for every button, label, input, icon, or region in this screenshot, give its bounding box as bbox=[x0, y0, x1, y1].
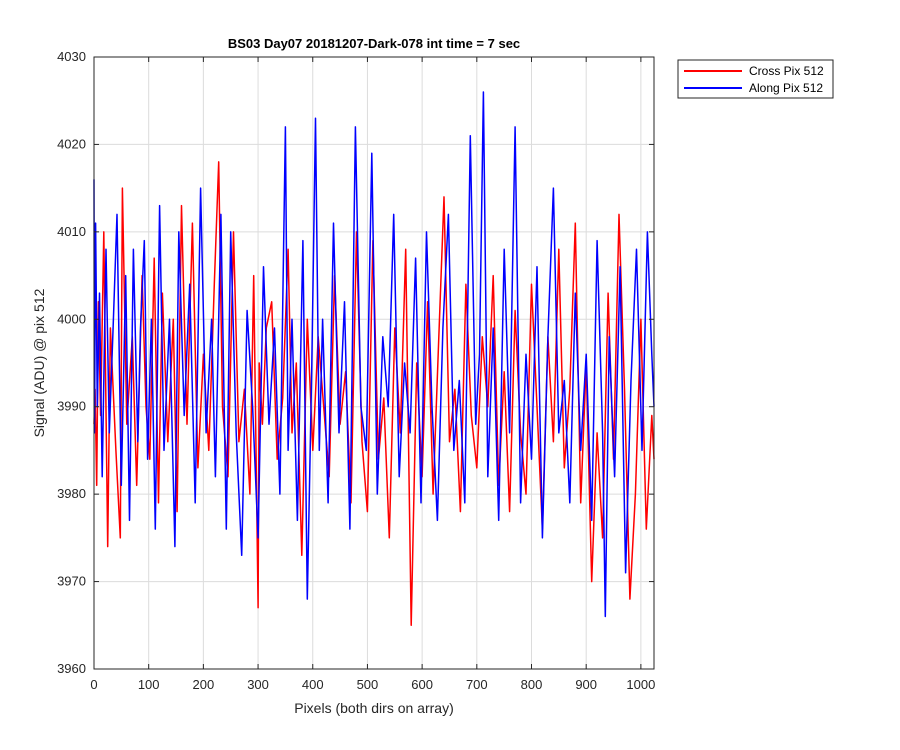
legend-label-along: Along Pix 512 bbox=[749, 81, 823, 95]
y-tick-label: 4000 bbox=[57, 311, 86, 326]
x-tick-label: 900 bbox=[575, 677, 597, 692]
x-tick-label: 1000 bbox=[626, 677, 655, 692]
y-axis-label: Signal (ADU) @ pix 512 bbox=[31, 288, 47, 437]
x-tick-label: 0 bbox=[90, 677, 97, 692]
legend: Cross Pix 512 Along Pix 512 bbox=[677, 59, 834, 99]
x-tick-label: 100 bbox=[138, 677, 160, 692]
y-tick-label: 3960 bbox=[57, 661, 86, 676]
x-tick-label: 600 bbox=[411, 677, 433, 692]
x-tick-label: 700 bbox=[466, 677, 488, 692]
x-tick-label: 300 bbox=[247, 677, 269, 692]
y-tick-label: 3980 bbox=[57, 486, 86, 501]
legend-label-cross: Cross Pix 512 bbox=[749, 64, 824, 78]
x-tick-label: 200 bbox=[193, 677, 215, 692]
y-tick-label: 3970 bbox=[57, 574, 86, 589]
y-tick-label: 4010 bbox=[57, 224, 86, 239]
series-layer bbox=[93, 91, 655, 627]
y-tick-label: 4020 bbox=[57, 136, 86, 151]
x-tick-label: 800 bbox=[521, 677, 543, 692]
y-tick-label: 4030 bbox=[57, 49, 86, 64]
legend-box bbox=[677, 59, 834, 99]
series-line-along bbox=[93, 91, 655, 618]
plot-frame bbox=[93, 56, 655, 670]
x-tick-label: 400 bbox=[302, 677, 324, 692]
tick-layer: 0 100 200 300 400 500 600 700 800 900 1000 3960 3970… bbox=[57, 49, 655, 692]
y-tick-label: 3990 bbox=[57, 399, 86, 414]
chart-title: BS03 Day07 20181207-Dark-078 int time = … bbox=[228, 36, 520, 51]
x-tick-label: 500 bbox=[357, 677, 379, 692]
x-axis-label: Pixels (both dirs on array) bbox=[294, 700, 454, 716]
